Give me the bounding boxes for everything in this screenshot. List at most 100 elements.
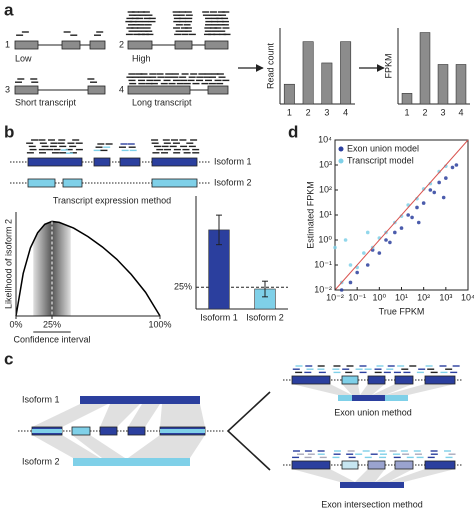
legend-label: Exon union model — [347, 143, 419, 153]
point — [428, 181, 433, 186]
x-tick-label: 3 — [324, 107, 329, 117]
exon — [87, 85, 106, 95]
point — [377, 251, 382, 255]
method-label: Exon intersection method — [321, 499, 423, 509]
x-tick-label: 4 — [343, 107, 348, 117]
isoform-label: Isoform 2 — [214, 177, 252, 187]
isoform-label: Isoform 1 — [22, 394, 60, 404]
exon — [424, 375, 456, 385]
exon — [61, 40, 81, 50]
point — [421, 201, 426, 205]
point — [450, 165, 455, 170]
exon — [14, 40, 39, 50]
x-tick-label: 2 — [422, 107, 427, 117]
likelihood-curve — [15, 220, 161, 317]
panel-letter: c — [4, 349, 13, 368]
point — [362, 251, 366, 255]
point — [393, 230, 397, 235]
x-tick-label: 1 — [287, 107, 292, 117]
x-tick-label: Isoform 2 — [246, 312, 284, 322]
point — [410, 215, 414, 220]
exon — [127, 40, 153, 50]
error-bar — [216, 214, 222, 246]
y-tick-label: 25% — [174, 282, 192, 292]
x-tick-label: 1 — [404, 107, 409, 117]
mapping-fan — [375, 469, 413, 482]
legend-label: Transcript model — [347, 155, 414, 165]
point — [388, 240, 392, 245]
exon — [291, 460, 331, 470]
point — [365, 263, 370, 267]
x-tick-label: 100% — [148, 319, 171, 329]
exon — [27, 157, 83, 167]
mapping-fan — [160, 404, 205, 427]
x-tick-label: 10⁻¹ — [348, 292, 366, 302]
legend-marker — [338, 158, 344, 164]
exon — [174, 40, 193, 50]
x-tick-label: 3 — [440, 107, 445, 117]
x-tick-label: 25% — [43, 319, 61, 329]
x-axis-label: Confidence interval — [13, 334, 90, 344]
y-tick-label: 10⁰ — [318, 234, 332, 244]
case-label: Low — [15, 53, 32, 63]
exon — [119, 157, 141, 167]
isoform-bar — [80, 396, 200, 404]
mapping-fan — [385, 384, 455, 395]
y-tick-label: 10⁴ — [318, 134, 332, 144]
point — [432, 190, 437, 195]
point — [441, 195, 446, 200]
exon — [367, 460, 386, 470]
exon — [291, 375, 331, 385]
exon-overlay — [160, 429, 205, 433]
x-tick-label: 4 — [458, 107, 463, 117]
exon — [89, 40, 106, 50]
exon — [341, 460, 359, 470]
panel-letter: a — [4, 0, 14, 19]
y-tick-label: 10⁻² — [314, 284, 332, 294]
exon — [93, 157, 111, 167]
y-axis-label: Estimated FPKM — [305, 181, 315, 249]
point — [399, 226, 404, 230]
y-tick-label: 10² — [319, 184, 332, 194]
isoform-label: Isoform 1 — [214, 156, 252, 166]
exon — [394, 375, 414, 385]
point — [333, 245, 337, 250]
point — [384, 238, 388, 242]
mapping-fan — [72, 435, 125, 458]
mapping-fan — [292, 384, 352, 395]
mapping-fan — [355, 469, 385, 482]
point — [348, 280, 353, 285]
bar — [401, 93, 413, 105]
mapping-fan — [32, 435, 100, 458]
exon — [394, 460, 414, 470]
case-number: 2 — [119, 39, 124, 49]
point — [406, 213, 410, 217]
bar — [340, 41, 352, 105]
union-bar — [352, 395, 385, 401]
exon — [99, 426, 118, 436]
point — [348, 263, 353, 267]
panel-letter: d — [288, 122, 298, 141]
point — [444, 176, 448, 180]
x-axis-label: True FPKM — [379, 306, 425, 316]
x-tick-label: 2 — [306, 107, 311, 117]
point — [421, 187, 426, 191]
bar — [283, 83, 295, 105]
x-tick-label: 10⁴ — [461, 292, 474, 302]
bar — [455, 64, 467, 105]
legend-marker — [338, 146, 344, 152]
exon-overlay — [32, 429, 62, 433]
split-arrow — [226, 391, 271, 471]
point — [437, 169, 441, 174]
exon — [424, 460, 456, 470]
isoform-bar — [73, 458, 190, 466]
mapping-fan — [128, 435, 205, 458]
case-label: Long transcript — [132, 97, 192, 107]
y-axis-label: Read count — [265, 42, 275, 89]
x-tick-label: 10¹ — [395, 292, 408, 302]
point — [415, 205, 419, 210]
method-label: Exon union method — [334, 407, 412, 417]
exon — [27, 178, 56, 188]
bar — [302, 41, 314, 105]
